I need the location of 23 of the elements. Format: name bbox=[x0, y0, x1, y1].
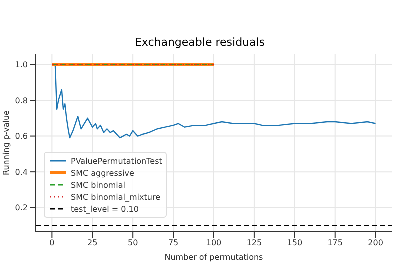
x-tick-label: 150 bbox=[287, 238, 303, 248]
legend-label: test_level = 0.10 bbox=[71, 204, 139, 214]
y-tick-label: 0.4 bbox=[15, 168, 28, 177]
legend-label: SMC aggressive bbox=[71, 168, 134, 178]
y-tick-label: 0.6 bbox=[15, 132, 28, 142]
line-series bbox=[53, 64, 376, 139]
chart-title: Exchangeable residuals bbox=[134, 36, 266, 49]
legend-label: SMC binomial_mixture bbox=[71, 192, 161, 202]
y-tick-label: 1.0 bbox=[15, 60, 28, 70]
x-tick-label: 200 bbox=[368, 238, 384, 248]
legend-label: SMC binomial bbox=[71, 180, 126, 190]
x-tick-label: 125 bbox=[246, 238, 262, 248]
x-tick-label: 50 bbox=[128, 238, 138, 248]
x-tick-label: 175 bbox=[328, 238, 344, 248]
x-tick-label: 25 bbox=[88, 238, 98, 248]
x-tick-label: 0 bbox=[50, 238, 55, 248]
y-tick-label: 0.8 bbox=[15, 96, 28, 106]
x-axis-title: Number of permutations bbox=[164, 253, 264, 262]
x-tick-label: 75 bbox=[168, 238, 179, 248]
y-tick-label: 0.2 bbox=[15, 204, 28, 213]
y-axis-title: Running p-value bbox=[2, 110, 11, 176]
legend-label: PValuePermutationTest bbox=[71, 156, 162, 166]
x-tick-label: 100 bbox=[206, 238, 222, 248]
